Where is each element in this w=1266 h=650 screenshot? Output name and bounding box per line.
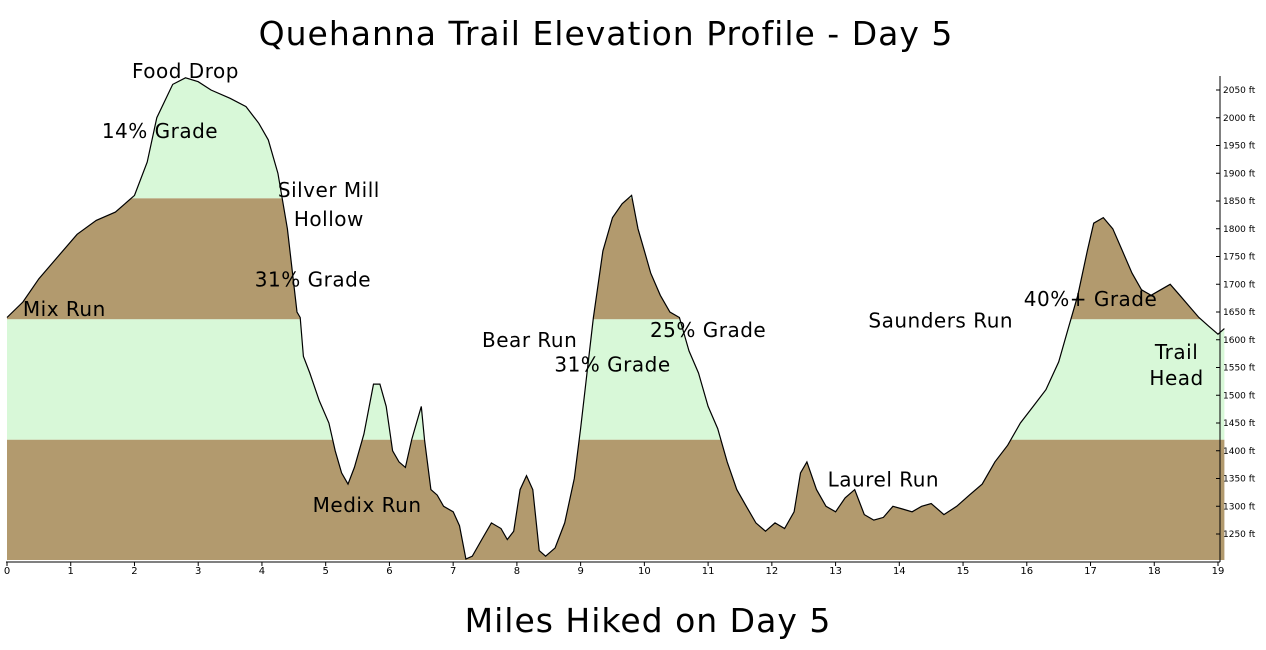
- annotation-label: Silver Mill: [278, 178, 380, 202]
- x-tick-label: 9: [577, 566, 583, 577]
- annotation-label: 14% Grade: [102, 119, 218, 143]
- elevation-area: [7, 77, 1225, 560]
- elevation-profile-line: [6, 77, 1225, 560]
- annotation-label: Head: [1149, 366, 1203, 390]
- x-tick-label: 13: [829, 566, 842, 577]
- x-axis-ticks: 0 1 2 3 4 5 6 7 8 9 10 11 12 13 14 15 16 17 18 19: [4, 562, 1225, 577]
- band-earth-low: [7, 439, 1225, 560]
- y-axis-ticks: 1250 ft 1300 ft 1350 ft 1400 ft 1450 ft 1500 …: [1216, 86, 1256, 540]
- annotations: Food Drop 14% Grade Silver Mill Hollow 31% G…: [23, 59, 1203, 517]
- annotation-label: Hollow: [294, 207, 364, 231]
- y-tick-label: 1800 ft: [1223, 225, 1256, 235]
- x-tick-label: 18: [1148, 566, 1161, 577]
- annotation-label: 31% Grade: [255, 267, 371, 291]
- annotation-label: Saunders Run: [868, 308, 1013, 332]
- x-tick-label: 14: [893, 566, 906, 577]
- annotation-label: Laurel Run: [828, 468, 939, 492]
- annotation-label: Food Drop: [132, 59, 239, 83]
- annotation-label: Trail: [1154, 340, 1198, 364]
- annotation-label: Bear Run: [482, 328, 577, 352]
- annotation-label: 31% Grade: [554, 353, 670, 377]
- annotation-label: Mix Run: [23, 297, 106, 321]
- y-tick-label: 1900 ft: [1223, 169, 1256, 179]
- chart-title: Quehanna Trail Elevation Profile - Day 5: [259, 14, 954, 53]
- x-tick-label: 6: [386, 566, 392, 577]
- band-grade-low: [7, 319, 1225, 440]
- x-tick-label: 10: [638, 566, 651, 577]
- y-tick-label: 1400 ft: [1223, 447, 1256, 457]
- x-tick-label: 2: [131, 566, 137, 577]
- x-axis-label: Miles Hiked on Day 5: [465, 601, 832, 640]
- x-tick-label: 12: [765, 566, 778, 577]
- y-tick-label: 1750 ft: [1223, 253, 1256, 263]
- x-tick-label: 19: [1212, 566, 1225, 577]
- y-tick-label: 1250 ft: [1223, 530, 1256, 540]
- y-tick-label: 1850 ft: [1223, 197, 1256, 207]
- x-tick-label: 15: [957, 566, 970, 577]
- x-tick-label: 7: [450, 566, 456, 577]
- y-tick-label: 2000 ft: [1223, 114, 1256, 124]
- x-tick-label: 3: [195, 566, 201, 577]
- x-tick-label: 16: [1020, 566, 1033, 577]
- y-tick-label: 1350 ft: [1223, 475, 1256, 485]
- x-tick-label: 5: [322, 566, 328, 577]
- annotation-label: Medix Run: [313, 493, 422, 517]
- x-tick-label: 0: [4, 566, 10, 577]
- x-tick-label: 8: [514, 566, 520, 577]
- y-tick-label: 1550 ft: [1223, 364, 1256, 374]
- y-tick-label: 1300 ft: [1223, 502, 1256, 512]
- y-tick-label: 1950 ft: [1223, 142, 1256, 152]
- y-tick-label: 1650 ft: [1223, 308, 1256, 318]
- y-tick-label: 1450 ft: [1223, 419, 1256, 429]
- annotation-label: 25% Grade: [650, 318, 766, 342]
- y-tick-label: 1700 ft: [1223, 280, 1256, 290]
- y-tick-label: 2050 ft: [1223, 86, 1256, 96]
- x-tick-label: 1: [68, 566, 74, 577]
- y-tick-label: 1500 ft: [1223, 391, 1256, 401]
- y-tick-label: 1600 ft: [1223, 336, 1256, 346]
- x-tick-label: 4: [259, 566, 265, 577]
- annotation-label: 40%+ Grade: [1024, 287, 1158, 311]
- x-tick-label: 11: [702, 566, 715, 577]
- x-tick-label: 17: [1084, 566, 1097, 577]
